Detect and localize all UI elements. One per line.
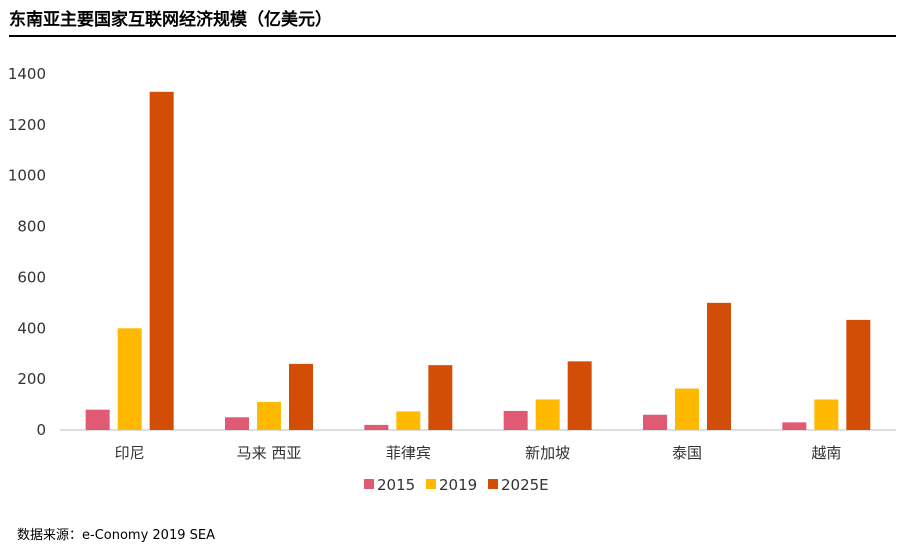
bar-chart: 0 200 400 600 800 1000 1200 1400 印尼 马来 西亚 菲律宾 新加坡 泰国… xyxy=(8,65,896,494)
bar-2015-1 xyxy=(225,417,249,430)
x-category-label: 泰国 xyxy=(672,444,702,462)
bar-2025E-3 xyxy=(567,361,592,430)
bar-2015-2 xyxy=(364,424,389,430)
y-tick-label: 1200 xyxy=(8,116,46,134)
bar-2019-5 xyxy=(814,399,839,430)
y-tick-label: 1000 xyxy=(8,167,46,185)
legend-swatch-2015 xyxy=(364,479,374,489)
x-category-label: 马来 西亚 xyxy=(237,444,302,462)
bar-2019-0 xyxy=(117,328,142,430)
y-tick-label: 800 xyxy=(17,218,46,236)
title-underline xyxy=(9,35,896,37)
bar-2015-4 xyxy=(643,414,667,430)
bar-2019-1 xyxy=(257,402,281,430)
legend-swatch-2019 xyxy=(426,479,436,489)
legend-label-2015: 2015 xyxy=(377,476,415,494)
y-tick-label: 600 xyxy=(17,268,46,286)
legend-swatch-2025E xyxy=(488,479,498,489)
bar-2015-5 xyxy=(782,422,807,430)
bar-2015-3 xyxy=(503,410,528,430)
bar-2025E-1 xyxy=(289,363,313,430)
legend-label-2019: 2019 xyxy=(439,476,477,494)
y-tick-label: 0 xyxy=(36,421,46,439)
chart-title: 东南亚主要国家互联网经济规模（亿美元） xyxy=(9,10,332,30)
legend-label-2025E: 2025E xyxy=(501,476,549,494)
y-tick-label: 200 xyxy=(17,370,46,388)
bar-2019-3 xyxy=(535,399,560,430)
bar-2025E-2 xyxy=(428,365,453,430)
source-note: 数据来源：e-Conomy 2019 SEA xyxy=(17,528,215,543)
y-tick-label: 1400 xyxy=(8,65,46,83)
bar-2025E-0 xyxy=(149,91,174,431)
bar-2015-0 xyxy=(85,409,110,430)
y-tick-label: 400 xyxy=(17,319,46,337)
x-category-label: 新加坡 xyxy=(525,444,570,462)
bar-2019-2 xyxy=(396,411,421,430)
bar-2019-4 xyxy=(675,388,699,430)
x-category-label: 印尼 xyxy=(115,444,145,462)
bar-2025E-4 xyxy=(707,302,731,430)
bar-2025E-5 xyxy=(846,319,871,430)
x-category-label: 菲律宾 xyxy=(386,444,431,462)
x-category-label: 越南 xyxy=(811,444,841,462)
